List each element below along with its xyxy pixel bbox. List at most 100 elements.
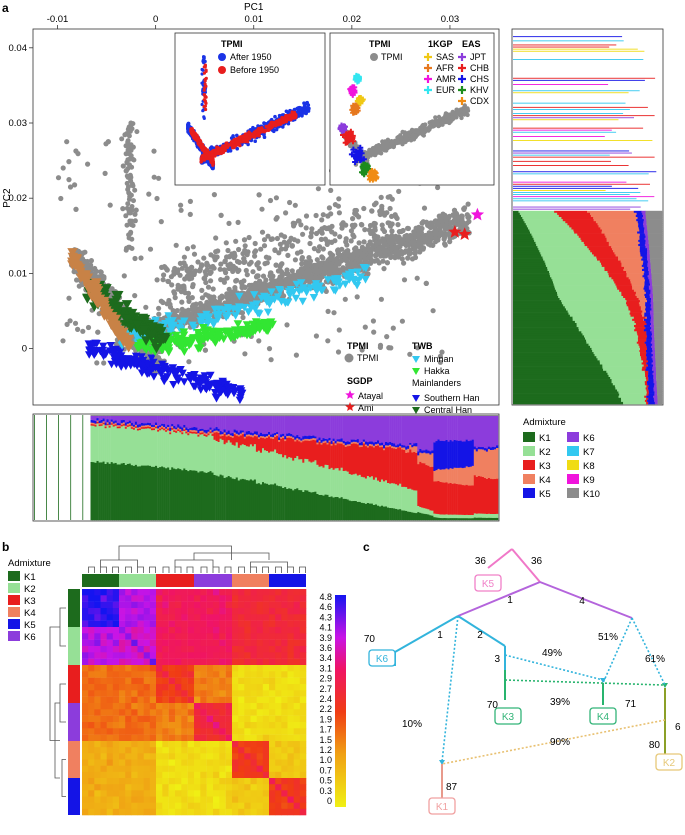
central-han-marker (113, 291, 124, 301)
minnan-marker (295, 288, 304, 296)
tpmi-point (367, 252, 374, 258)
tpmi-point (419, 220, 425, 226)
y-tick-label: 0.02 (9, 193, 28, 204)
tpmi-point (448, 220, 454, 226)
hakka-marker (262, 323, 271, 332)
tpmi-point (331, 310, 337, 316)
southern-han-marker (212, 380, 221, 388)
southern-han-marker (137, 369, 147, 377)
tpmi-point (389, 228, 395, 234)
hakka-marker (230, 326, 240, 335)
tpmi-point (187, 198, 193, 204)
tpmi-point (211, 192, 217, 198)
tpmi-point (352, 222, 358, 228)
x-tick-label: 0.02 (343, 14, 362, 25)
tpmi-point (340, 265, 346, 271)
southern-han-marker (158, 360, 167, 369)
after-1950-point (304, 101, 308, 106)
southern-han-marker (92, 340, 101, 348)
minnan-marker (151, 316, 160, 325)
tpmi-point (352, 210, 358, 216)
tpmi-point (343, 236, 349, 242)
tpmi-point (401, 260, 407, 266)
tpmi-point (385, 194, 391, 200)
hakka-marker (164, 344, 174, 353)
tpmi-point (199, 287, 205, 293)
tpmi-point (126, 124, 132, 130)
tpmi-point (439, 349, 445, 355)
tpmi-point (164, 301, 170, 307)
tpmi-point (381, 266, 387, 272)
hakka-marker (203, 334, 213, 343)
tpmi-point (336, 327, 342, 333)
tpmi-point (304, 263, 310, 269)
southern-han-marker (192, 376, 201, 385)
tpmi-point (289, 243, 295, 249)
tpmi-point (261, 243, 268, 249)
hakka-marker (200, 328, 209, 337)
tpmi-point (172, 290, 178, 297)
tpmi-point (328, 187, 334, 193)
southern-han-marker (205, 381, 214, 390)
tpmi-point (369, 246, 375, 252)
tpmi-point (337, 234, 343, 240)
x-tick-label: 0.03 (441, 14, 460, 25)
minnan-marker (252, 300, 262, 308)
southern-han-marker (199, 376, 208, 384)
hakka-marker (233, 320, 243, 329)
northern-han-marker (71, 254, 82, 264)
tpmi-point (384, 210, 390, 216)
tpmi-point (210, 286, 216, 292)
southern-han-marker (229, 389, 239, 398)
tpmi-point (184, 246, 191, 252)
tpmi-point (151, 148, 157, 154)
tpmi-point (333, 261, 339, 268)
after-1950-point (274, 127, 279, 132)
tpmi-point (75, 151, 81, 157)
tpmi-point (380, 226, 386, 232)
tpmi-point (246, 234, 252, 241)
tpmi-point (240, 314, 246, 321)
central-han-marker (140, 336, 152, 346)
tpmi-point (404, 232, 410, 239)
tpmi-point (123, 213, 129, 219)
minnan-marker (273, 293, 283, 301)
minnan-marker (302, 288, 311, 297)
northern-han-marker (67, 248, 78, 258)
tpmi-point (107, 202, 113, 208)
tpmi-point (405, 225, 411, 232)
tpmi-point (289, 268, 295, 274)
minnan-marker (263, 308, 273, 317)
tpmi-point (198, 303, 204, 309)
tpmi-point (147, 246, 154, 252)
tpmi-point (293, 352, 299, 358)
northern-han-marker (91, 298, 103, 308)
central-han-marker (132, 320, 143, 330)
tpmi-point (259, 229, 266, 235)
tpmi-point (154, 277, 160, 283)
after-1950-point (201, 68, 205, 72)
tpmi-point (67, 318, 73, 324)
tpmi-point (156, 305, 162, 311)
tpmi-point (389, 213, 395, 219)
tpmi-point (339, 246, 345, 252)
tpmi-point (296, 218, 302, 224)
tpmi-point (395, 222, 401, 228)
tpmi-point (393, 248, 399, 254)
minnan-marker (255, 310, 264, 318)
southern-han-marker (171, 370, 180, 379)
tpmi-point (273, 262, 279, 268)
tpmi-point (230, 263, 236, 269)
tpmi-point (132, 211, 138, 217)
tpmi-point (372, 227, 378, 233)
tpmi-point (387, 205, 393, 212)
tpmi-point (428, 220, 434, 226)
tpmi-point (256, 192, 262, 198)
tpmi-point (315, 248, 321, 254)
tpmi-point (401, 277, 408, 283)
tpmi-point (370, 318, 376, 324)
tpmi-point (332, 202, 338, 208)
tpmi-point (407, 351, 413, 357)
minnan-marker (166, 327, 175, 336)
tpmi-point (349, 263, 355, 269)
